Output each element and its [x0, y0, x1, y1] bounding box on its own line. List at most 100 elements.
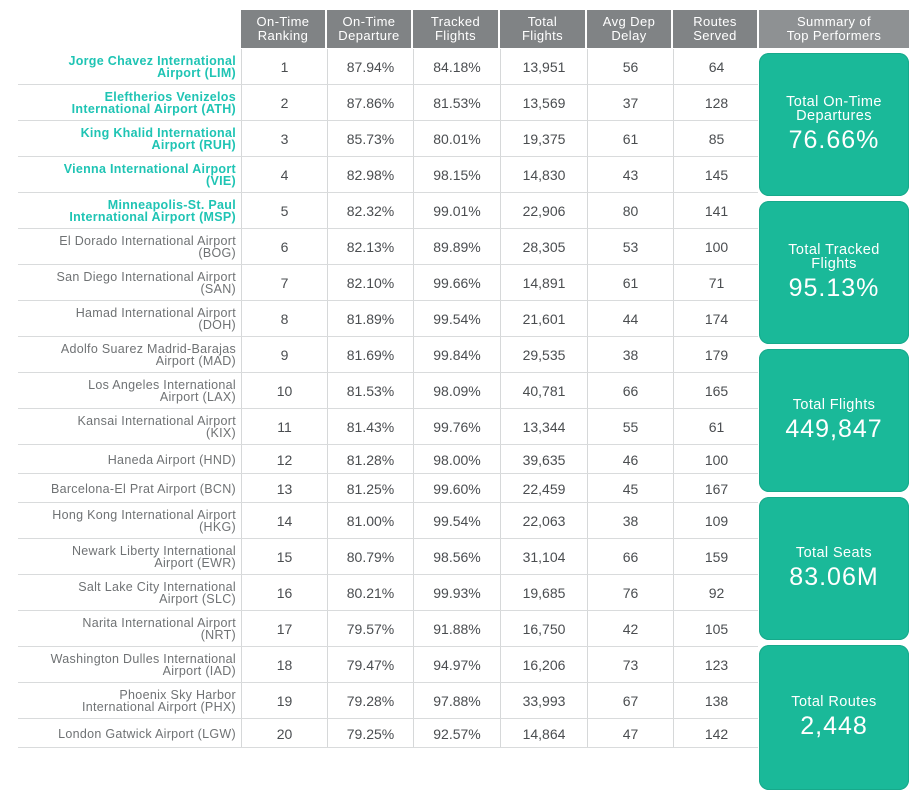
row-divider — [18, 84, 758, 85]
cell-tracked: 92.57% — [413, 719, 500, 748]
cell-on-time: 81.69% — [327, 337, 413, 373]
cell-delay: 38 — [587, 337, 673, 373]
airport-name-text: Salt Lake City International Airport (SL… — [78, 580, 236, 606]
cell-tracked: 99.54% — [413, 503, 500, 539]
cell-rank: 17 — [241, 611, 327, 647]
cell-routes: 109 — [673, 503, 759, 539]
cell-total: 14,891 — [500, 265, 587, 301]
summary-value: 95.13% — [788, 273, 880, 302]
cell-routes: 179 — [673, 337, 759, 373]
airport-name: Vienna International Airport (VIE) — [18, 157, 236, 193]
airport-name: Eleftherios Venizelos International Airp… — [18, 85, 236, 121]
airport-name-text: King Khalid International Airport (RUH) — [80, 126, 236, 152]
header-routes-served: Routes Served — [673, 10, 757, 48]
cell-rank: 1 — [241, 49, 327, 85]
cell-tracked: 84.18% — [413, 49, 500, 85]
row-divider — [18, 502, 758, 503]
cell-on-time: 79.28% — [327, 683, 413, 719]
summary-value: 449,847 — [785, 414, 883, 443]
row-divider — [18, 228, 758, 229]
cell-rank: 10 — [241, 373, 327, 409]
cell-delay: 76 — [587, 575, 673, 611]
cell-rank: 11 — [241, 409, 327, 445]
cell-delay: 56 — [587, 49, 673, 85]
cell-delay: 80 — [587, 193, 673, 229]
airport-name: Newark Liberty International Airport (EW… — [18, 539, 236, 575]
cell-routes: 159 — [673, 539, 759, 575]
header-ranking: On-Time Ranking — [241, 10, 325, 48]
row-divider — [18, 646, 758, 647]
airport-name: Minneapolis-St. Paul International Airpo… — [18, 193, 236, 229]
cell-total: 22,063 — [500, 503, 587, 539]
cell-on-time: 82.13% — [327, 229, 413, 265]
cell-on-time: 82.10% — [327, 265, 413, 301]
row-divider — [18, 444, 758, 445]
airport-name: El Dorado International Airport (BOG) — [18, 229, 236, 265]
summary-label: Total On-Time Departures — [786, 93, 882, 124]
airport-name-text: Jorge Chavez International Airport (LIM) — [68, 54, 236, 80]
airport-name: Phoenix Sky Harbor International Airport… — [18, 683, 236, 719]
cell-on-time: 81.89% — [327, 301, 413, 337]
cell-routes: 128 — [673, 85, 759, 121]
cell-total: 29,535 — [500, 337, 587, 373]
airport-name-text: Vienna International Airport (VIE) — [63, 162, 236, 188]
airport-name: Hong Kong International Airport (HKG) — [18, 503, 236, 539]
summary-seats-card: Total Seats 83.06M — [759, 497, 909, 640]
cell-tracked: 99.54% — [413, 301, 500, 337]
cell-tracked: 99.01% — [413, 193, 500, 229]
cell-routes: 123 — [673, 647, 759, 683]
summary-tracked-card: Total Tracked Flights 95.13% — [759, 201, 909, 344]
row-divider — [18, 473, 758, 474]
cell-routes: 85 — [673, 121, 759, 157]
row-divider — [18, 682, 758, 683]
row-divider — [18, 408, 758, 409]
cell-routes: 71 — [673, 265, 759, 301]
cell-total: 16,206 — [500, 647, 587, 683]
cell-tracked: 98.56% — [413, 539, 500, 575]
cell-routes: 100 — [673, 229, 759, 265]
cell-tracked: 99.76% — [413, 409, 500, 445]
row-divider — [18, 192, 758, 193]
cell-rank: 9 — [241, 337, 327, 373]
cell-delay: 45 — [587, 474, 673, 503]
cell-on-time: 80.21% — [327, 575, 413, 611]
cell-tracked: 98.00% — [413, 445, 500, 474]
cell-delay: 67 — [587, 683, 673, 719]
cell-delay: 61 — [587, 265, 673, 301]
cell-on-time: 81.43% — [327, 409, 413, 445]
airport-name-text: Washington Dulles International Airport … — [50, 652, 236, 678]
cell-routes: 167 — [673, 474, 759, 503]
cell-delay: 47 — [587, 719, 673, 748]
cell-delay: 38 — [587, 503, 673, 539]
cell-rank: 2 — [241, 85, 327, 121]
cell-tracked: 98.15% — [413, 157, 500, 193]
cell-tracked: 98.09% — [413, 373, 500, 409]
row-divider — [18, 300, 758, 301]
row-divider — [18, 156, 758, 157]
summary-value: 83.06M — [789, 562, 879, 591]
header-total-flights: Total Flights — [500, 10, 585, 48]
cell-total: 14,830 — [500, 157, 587, 193]
airport-name-text: Newark Liberty International Airport (EW… — [71, 544, 236, 570]
cell-total: 13,344 — [500, 409, 587, 445]
cell-delay: 66 — [587, 373, 673, 409]
airport-name-text: Kansai International Airport (KIX) — [77, 414, 236, 440]
header-on-time-departure: On-Time Departure — [327, 10, 411, 48]
row-divider — [18, 718, 758, 719]
cell-on-time: 81.00% — [327, 503, 413, 539]
cell-delay: 55 — [587, 409, 673, 445]
cell-total: 22,459 — [500, 474, 587, 503]
airport-name: King Khalid International Airport (RUH) — [18, 121, 236, 157]
airport-name: Salt Lake City International Airport (SL… — [18, 575, 236, 611]
cell-delay: 43 — [587, 157, 673, 193]
cell-routes: 61 — [673, 409, 759, 445]
row-divider — [18, 610, 758, 611]
cell-total: 40,781 — [500, 373, 587, 409]
cell-total: 19,685 — [500, 575, 587, 611]
row-divider — [18, 747, 758, 748]
cell-tracked: 91.88% — [413, 611, 500, 647]
cell-total: 28,305 — [500, 229, 587, 265]
cell-on-time: 82.98% — [327, 157, 413, 193]
cell-tracked: 99.84% — [413, 337, 500, 373]
summary-label: Total Routes — [791, 693, 877, 710]
